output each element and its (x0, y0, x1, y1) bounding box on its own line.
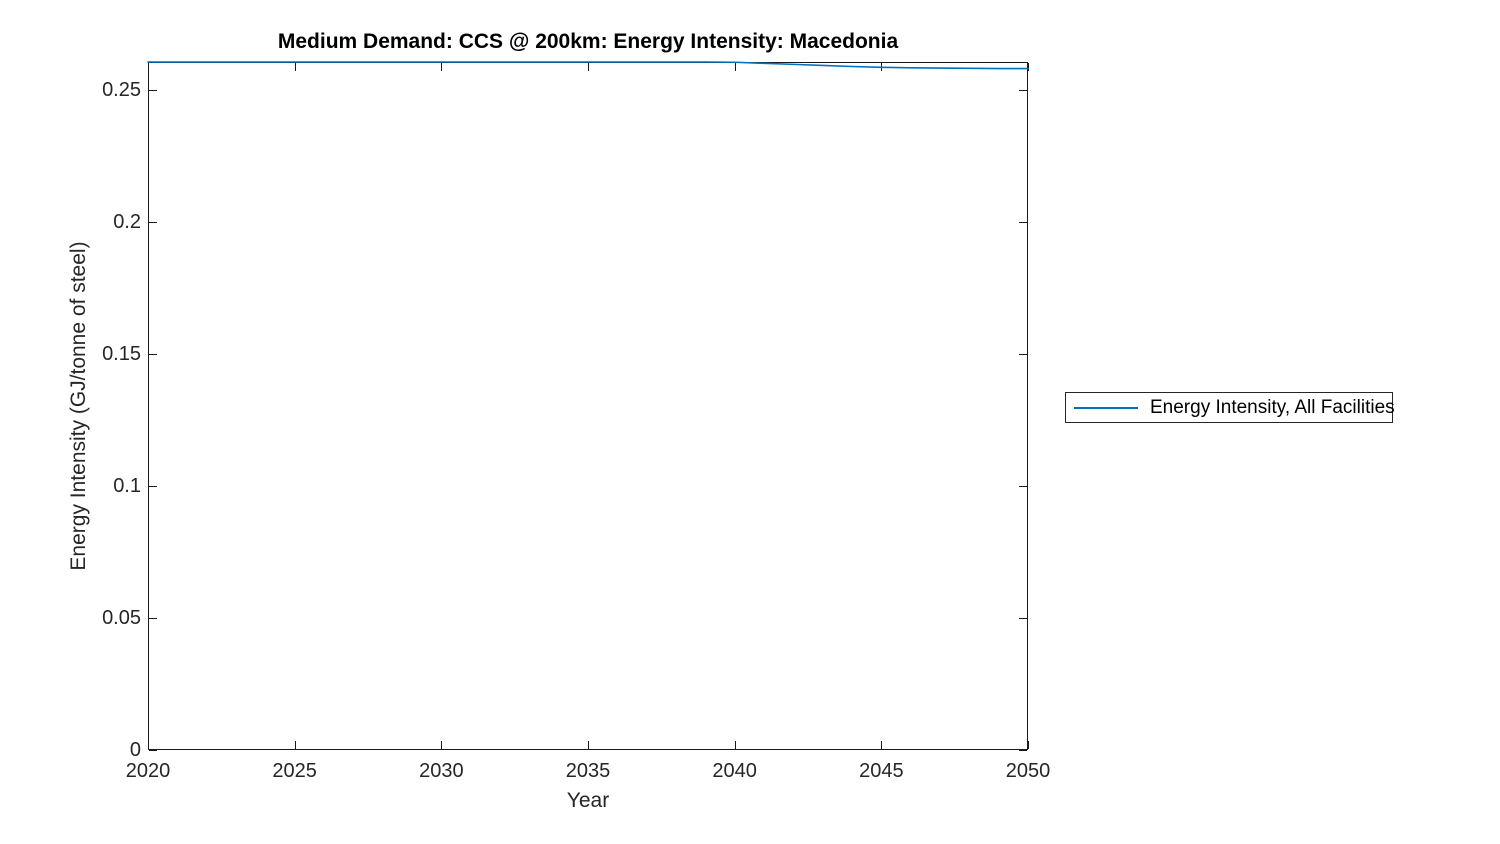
y-tick-label: 0.2 (113, 210, 141, 233)
legend-entry-label: Energy Intensity, All Facilities (1150, 396, 1395, 418)
y-tick-label: 0.05 (102, 606, 141, 629)
y-tick-label: 0.1 (113, 474, 141, 497)
axes-box (148, 62, 1028, 750)
x-tick-label: 2045 (859, 760, 904, 782)
x-tick-label: 2025 (272, 760, 317, 782)
legend-line-sample (1074, 406, 1138, 409)
data-line (147, 61, 1029, 70)
x-axis-label: Year (566, 789, 610, 812)
x-tick-label: 2050 (1005, 760, 1051, 782)
legend: Energy Intensity, All Facilities (1065, 392, 1395, 423)
x-tick-label: 2040 (712, 760, 757, 782)
x-tick-label: 2030 (419, 760, 464, 782)
y-tick-label: 0.25 (102, 78, 141, 101)
x-tick-label: 2020 (125, 760, 171, 782)
y-tick-label: 0.15 (102, 342, 141, 365)
chart-title: Medium Demand: CCS @ 200km: Energy Inten… (277, 30, 899, 53)
x-tick-label: 2035 (565, 760, 611, 782)
y-tick-label: 0 (129, 739, 141, 761)
